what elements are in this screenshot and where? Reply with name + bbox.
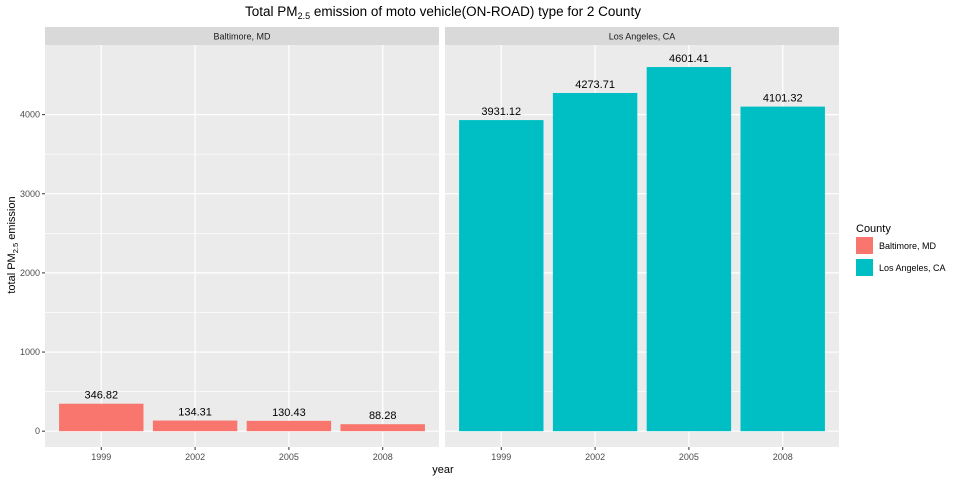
- y-axis-title-subscript: 2.5: [11, 243, 20, 253]
- legend-label: Los Angeles, CA: [879, 263, 946, 273]
- facet-panel: Baltimore, MD 346.82 134.31 130.43 88.28 1999…: [45, 27, 439, 462]
- bar: [646, 67, 732, 432]
- facet-strip-label: Baltimore, MD: [213, 32, 271, 42]
- y-tick-label: 2000: [20, 268, 40, 278]
- legend: County Baltimore, MD Los Angeles, CA: [856, 223, 946, 276]
- x-tick-label: 2008: [773, 452, 793, 462]
- chart-title: Total PM2.5 emission of moto vehicle(ON-…: [245, 4, 641, 21]
- facet-strip: [445, 27, 839, 45]
- y-tick-label: 0: [35, 426, 40, 436]
- x-tick-label: 2008: [373, 452, 393, 462]
- y-tick-label: 1000: [20, 347, 40, 357]
- legend-key: [856, 259, 873, 276]
- x-tick-label: 1999: [91, 452, 111, 462]
- bar: [59, 403, 144, 432]
- facet-strip-label: Los Angeles, CA: [609, 32, 676, 42]
- legend-label: Baltimore, MD: [879, 241, 937, 251]
- bar-value-label: 4101.32: [763, 93, 803, 105]
- bar: [246, 420, 332, 432]
- x-tick-label: 2005: [279, 452, 299, 462]
- bar-value-label: 130.43: [272, 407, 306, 419]
- x-tick-label: 2002: [585, 452, 605, 462]
- bar-value-label: 346.82: [84, 390, 118, 402]
- panels-layer: Baltimore, MD 346.82 134.31 130.43 88.28 1999…: [45, 27, 839, 462]
- y-tick-label: 3000: [20, 189, 40, 199]
- legend-key: [856, 237, 873, 254]
- legend-title: County: [856, 223, 891, 235]
- y-tick-label: 4000: [20, 110, 40, 120]
- bar-value-label: 3931.12: [481, 106, 521, 118]
- bar-value-label: 134.31: [178, 407, 212, 419]
- bar-value-label: 4273.71: [575, 79, 615, 91]
- bar: [459, 120, 544, 432]
- bar-value-label: 88.28: [369, 410, 397, 422]
- bar: [340, 424, 425, 432]
- bar: [152, 420, 238, 432]
- x-tick-label: 2005: [679, 452, 699, 462]
- panel-background: [45, 45, 439, 447]
- y-axis-title: total PM2.5 emission: [6, 196, 20, 293]
- x-tick-label: 2002: [185, 452, 205, 462]
- facet-strip: [45, 27, 439, 45]
- x-tick-label: 1999: [491, 452, 511, 462]
- bar: [552, 92, 638, 432]
- y-axis: 0 1000 2000 3000 4000: [20, 110, 45, 436]
- chart-title-subscript: 2.5: [298, 11, 311, 21]
- bar: [740, 106, 825, 432]
- chart-title-main: Total PM: [245, 4, 298, 19]
- bar-value-label: 4601.41: [669, 53, 709, 65]
- y-axis-title-main: total PM: [6, 253, 18, 293]
- x-axis-title: year: [432, 464, 454, 476]
- facet-panel: Los Angeles, CA 3931.12 4273.71 4601.41 4101…: [445, 27, 839, 462]
- y-axis-title-rest: emission: [6, 196, 18, 242]
- chart-title-rest: emission of moto vehicle(ON-ROAD) type f…: [310, 4, 641, 19]
